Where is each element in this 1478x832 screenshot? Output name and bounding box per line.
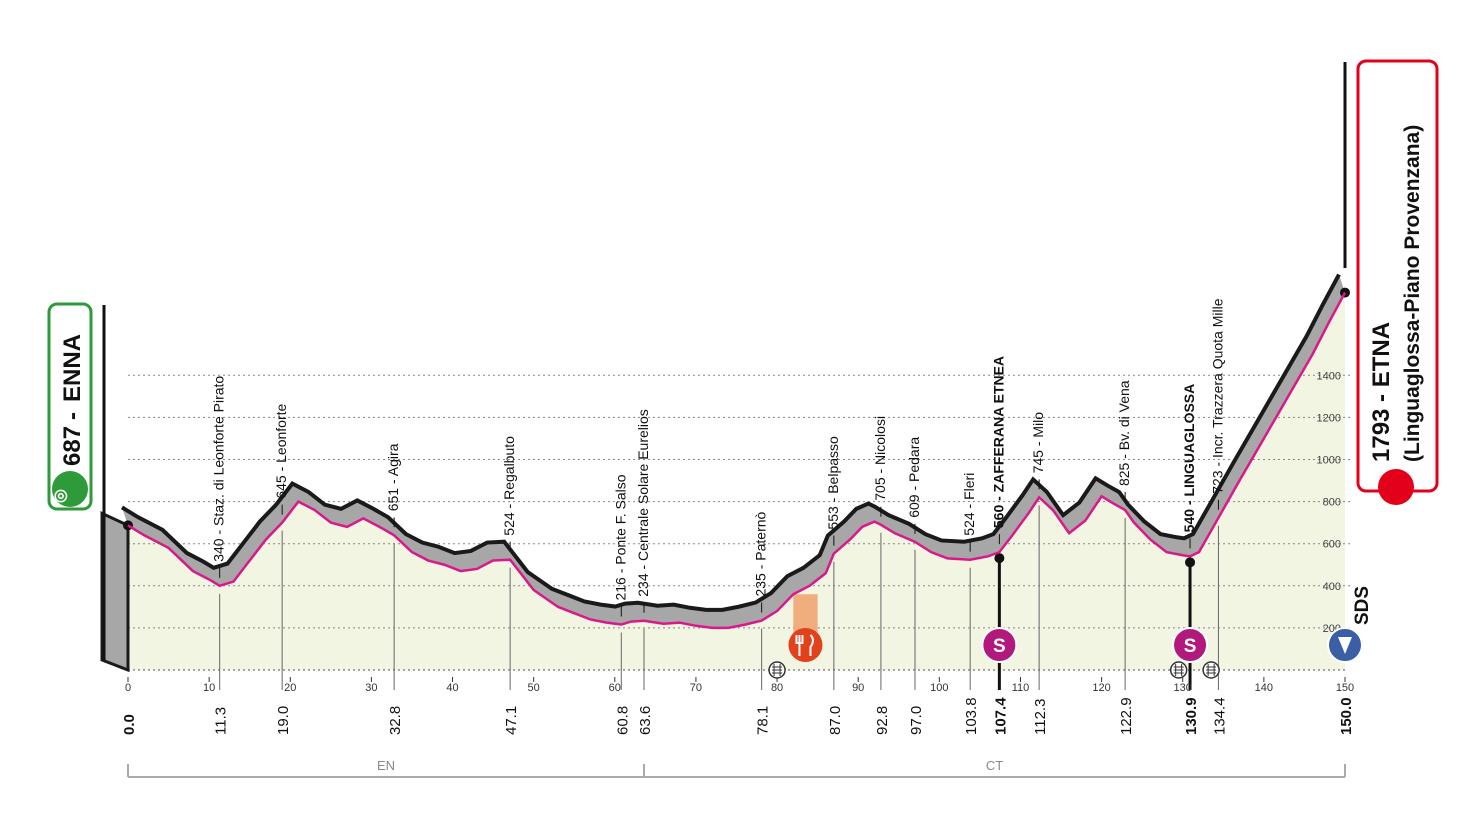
location-label: 609 - Pedara — [906, 437, 922, 518]
km-label: 32.8 — [387, 706, 404, 735]
km-label: 47.1 — [503, 706, 520, 735]
svg-text:-: - — [59, 412, 86, 420]
km-label: 19.0 — [275, 706, 292, 735]
x-tick-label: 60 — [609, 682, 621, 694]
sds-arrow-icon — [1338, 637, 1352, 654]
x-tick-label: 30 — [365, 682, 377, 694]
location-label: 216 - Ponte F. Salso — [612, 474, 628, 600]
km-label: 11.3 — [213, 707, 230, 735]
x-tick-label: 150 — [1336, 682, 1354, 694]
location-label: 745 - Milo — [1030, 412, 1046, 474]
km-label: 112.3 — [1032, 699, 1049, 735]
km-label: 107.4 — [992, 697, 1009, 735]
km-label: 63.6 — [637, 706, 654, 735]
sprint-icon — [1172, 627, 1209, 663]
svg-text:◎: ◎ — [52, 489, 69, 503]
x-tick-label: 80 — [771, 682, 783, 694]
y-tick-label: 1000 — [1317, 455, 1341, 467]
finish-bike-icon — [1378, 469, 1414, 505]
location-label: 560 - ZAFFERANA ETNEA — [990, 356, 1006, 528]
finish-title: 1793 - ETNA — [1368, 322, 1395, 462]
province-label: CT — [986, 758, 1003, 773]
km-label: 87.0 — [827, 706, 844, 735]
x-tick-label: 130 — [1174, 682, 1192, 694]
km-label: 60.8 — [614, 706, 631, 735]
fork-knife-icon — [795, 634, 814, 656]
km-label: 78.1 — [755, 706, 772, 735]
x-tick-label: 10 — [203, 682, 215, 694]
location-label: 651 - Agira — [385, 443, 401, 511]
km-label: 103.8 — [963, 697, 980, 735]
km-label: 0.0 — [121, 714, 138, 735]
location-label: 235 - Paternò — [753, 511, 769, 596]
profile-top-line — [120, 273, 1341, 612]
sds-label: SDS — [1352, 586, 1373, 625]
y-tick-label: 400 — [1323, 581, 1341, 593]
rail-track-icon — [1206, 664, 1217, 676]
y-tick-label: 800 — [1323, 497, 1341, 509]
x-tick-label: 40 — [446, 682, 458, 694]
location-label: 723 - Incr. Trazzera Quota Mille — [1209, 298, 1225, 494]
start-name: ENNA — [59, 334, 86, 402]
location-label: 705 - Nicolosi — [872, 416, 888, 501]
location-label: 524 - Fleri — [961, 473, 977, 536]
x-tick-label: 90 — [852, 682, 864, 694]
sprint-icon-label: S — [993, 636, 1006, 657]
start-altitude: 687 — [59, 426, 86, 466]
sprint-dot — [994, 553, 1005, 564]
y-tick-label: 1400 — [1317, 370, 1341, 382]
location-label: 825 - Bv. di Vena — [1116, 380, 1132, 486]
y-tick-label: 1200 — [1317, 412, 1341, 424]
location-label: 540 - LINGUAGLOSSA — [1181, 384, 1197, 533]
profile-line — [127, 291, 1347, 630]
y-tick-label: 600 — [1323, 539, 1341, 551]
rail-track-icon — [772, 664, 783, 676]
x-tick-label: 70 — [690, 682, 702, 694]
x-tick-label: 110 — [1012, 682, 1030, 694]
profile-area — [128, 292, 1345, 670]
location-label: 340 - Staz. di Leonforte Pirato — [211, 376, 227, 562]
km-label: 134.4 — [1211, 697, 1228, 735]
start-box: ◎ 687 ENNA - — [47, 302, 106, 660]
x-tick-label: 20 — [284, 682, 296, 694]
km-label: 130.9 — [1183, 697, 1200, 735]
sprint-icon — [981, 627, 1018, 663]
km-label: 122.9 — [1118, 697, 1135, 735]
start-wall — [100, 511, 130, 673]
x-tick-label: 50 — [528, 682, 540, 694]
province-label: EN — [377, 758, 395, 773]
x-tick-label: 140 — [1255, 682, 1273, 694]
km-label: 92.8 — [874, 706, 891, 735]
finish-subtitle: (Linguaglossa-Piano Provenzana) — [1401, 125, 1424, 462]
x-tick-label: 0 — [125, 682, 131, 694]
location-label: 553 - Belpasso — [825, 436, 841, 530]
rail-track-icon — [1173, 664, 1184, 676]
feed-icon — [788, 628, 823, 662]
location-label: 524 - Regalbuto — [501, 436, 517, 536]
location-label: 234 - Centrale Solare Eurelios — [635, 409, 651, 597]
km-label: 150.0 — [1338, 697, 1355, 735]
location-label: 645 - Leonforte — [273, 403, 289, 498]
km-label: 97.0 — [908, 706, 925, 735]
x-tick-label: 100 — [930, 682, 948, 694]
sprint-icon-label: S — [1184, 636, 1197, 657]
x-tick-label: 120 — [1092, 682, 1110, 694]
sprint-dot — [1185, 557, 1196, 568]
start-bike-icon — [52, 471, 88, 507]
finish-box: 1793 - ETNA (Linguaglossa-Piano Provenza… — [1343, 59, 1439, 505]
